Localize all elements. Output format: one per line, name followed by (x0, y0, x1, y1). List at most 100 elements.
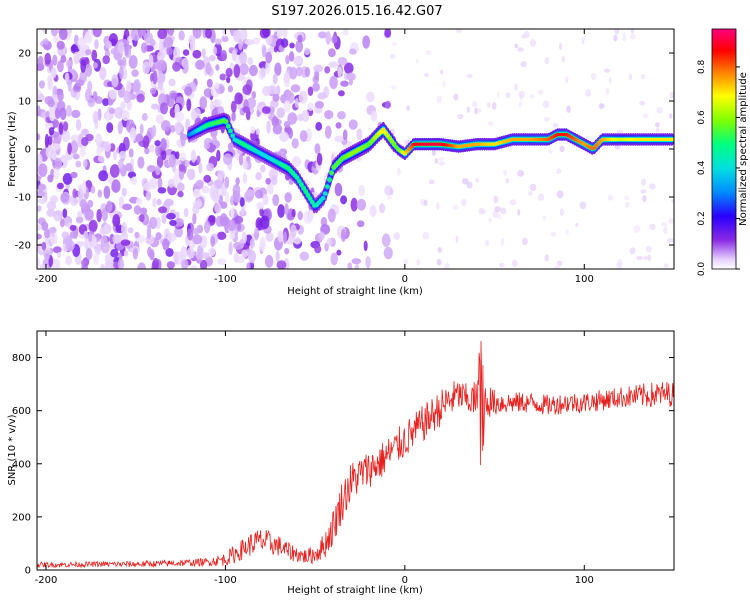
spectrogram-noise-cell (503, 169, 508, 176)
spectrogram-noise-cell (234, 92, 243, 105)
spectrogram-noise-cell (436, 258, 442, 266)
spectrogram-noise-cell (242, 172, 248, 184)
spectrogram-noise-cell (561, 55, 566, 63)
spectrogram-noise-cell (249, 126, 256, 134)
spectrogram-noise-cell (85, 63, 93, 77)
spectrogram-noise-cell (326, 237, 333, 247)
spectrogram-noise-cell (105, 40, 112, 49)
spectrogram-noise-cell (481, 209, 486, 214)
spectrogram-noise-cell (57, 60, 64, 73)
spectrogram-noise-cell (241, 249, 249, 258)
spectrogram-noise-cell (100, 234, 108, 248)
spectrogram-noise-cell (247, 97, 257, 109)
spectrogram-noise-cell (101, 207, 108, 222)
colorbar: 0.0 0.2 0.4 0.6 0.8 Normalized spectral ampl… (697, 28, 749, 276)
spectrogram-y-axis: -20 -10 0 10 20 (15, 49, 674, 252)
spectrogram-noise-cell (233, 252, 239, 264)
spectrogram-noise-cell (37, 105, 41, 117)
spectrogram-noise-cell (556, 190, 564, 199)
spectrogram-noise-cell (514, 43, 519, 48)
spectrogram-ridge-cell (322, 191, 328, 196)
spectrogram-noise-cell (37, 205, 42, 212)
snr-y-axis: 0 200 400 600 800 (12, 353, 674, 577)
spectrogram-noise-cell (209, 185, 219, 199)
spectrogram-noise-cell (282, 29, 288, 39)
spectrogram-noise-cell (58, 122, 64, 135)
spectrogram-ytick-label: -20 (15, 241, 31, 252)
spectrogram-noise-cell (633, 225, 641, 233)
spectrogram-noise-cell (221, 35, 229, 43)
spectrogram-noise-cell (161, 149, 167, 161)
spectrogram-noise-cell (37, 233, 42, 240)
spectrogram-noise-cell (211, 135, 217, 145)
spectrogram-noise-cell (149, 216, 158, 230)
spectrogram-ridge-cell (309, 199, 315, 205)
spectrogram-noise-cell (642, 112, 649, 119)
spectrogram-noise-cell (670, 198, 674, 204)
spectrogram-ridge-cell (320, 195, 326, 201)
spectrogram-noise-cell (328, 61, 339, 68)
spectrogram-noise-cell (299, 130, 308, 142)
spectrogram-noise-cell (466, 106, 471, 113)
spectrogram-noise-cell (47, 77, 53, 91)
spectrogram-noise-cell (119, 150, 127, 159)
spectrogram-noise-cell (266, 120, 271, 134)
spectrogram-noise-cell (131, 69, 139, 77)
spectrogram-noise-cell (65, 104, 72, 117)
spectrogram-noise-cell (62, 208, 68, 219)
spectrogram-noise-cell (112, 213, 121, 227)
spectrogram-noise-cell (192, 188, 201, 199)
spectrogram-noise-cell (110, 249, 119, 258)
spectrogram-noise-cell (342, 129, 348, 141)
spectrogram-noise-cell (317, 92, 327, 100)
spectrogram-noise-cell (44, 252, 50, 260)
spectrogram-noise-cell (201, 186, 210, 194)
spectrogram-noise-cell (396, 167, 401, 176)
spectrogram-noise-cell (312, 82, 320, 92)
spectrogram-noise-cell (37, 197, 47, 204)
spectrogram-noise-cell (47, 174, 54, 183)
spectrogram-noise-cell (656, 106, 663, 114)
spectrogram-noise-cell (500, 237, 505, 246)
spectrogram-noise-cell (188, 34, 196, 46)
spectrogram-noise-cell (381, 233, 391, 248)
spectrogram-noise-cell (276, 29, 284, 39)
spectrogram-noise-cell (498, 262, 505, 268)
spectrogram-noise-cell (123, 249, 129, 257)
spectrogram-noise-cell (168, 154, 176, 168)
spectrogram-noise-cell (192, 227, 200, 235)
spectrogram-noise-cell (537, 193, 545, 201)
spectrogram-xtick-label: 0 (402, 274, 408, 285)
spectrogram-noise-cell (325, 31, 331, 45)
spectrogram-ridge-cell (223, 119, 229, 124)
spectrogram-noise-cell (338, 90, 345, 97)
spectrogram-noise-cell (283, 100, 291, 113)
spectrogram-noise-cell (160, 137, 167, 152)
spectrogram-noise-cell (327, 208, 336, 223)
spectrogram-noise-cell (42, 38, 49, 45)
spectrogram-noise-cell (237, 223, 242, 231)
spectrogram-noise-cell (229, 232, 236, 240)
spectrogram-noise-cell (109, 107, 116, 115)
spectrogram-noise-cell (103, 141, 112, 152)
spectrogram-noise-cell (196, 155, 201, 166)
spectrogram-noise-cell (228, 241, 233, 255)
spectrogram-noise-cell (307, 102, 314, 111)
spectrogram-noise-cell (52, 35, 61, 44)
spectrogram-noise-cell (227, 85, 234, 93)
spectrogram-noise-cell (259, 215, 270, 230)
spectrogram-noise-cell (605, 87, 610, 95)
spectrogram-noise-cell (192, 29, 202, 39)
spectrogram-noise-cell (340, 195, 348, 205)
spectrogram-noise-cell (157, 29, 168, 40)
spectrogram-noise-cell (139, 213, 145, 223)
spectrogram-noise-cell (222, 153, 233, 165)
snr-xtick-label: -200 (35, 575, 58, 586)
spectrogram-noise-cell (233, 241, 243, 250)
spectrogram-noise-cell (542, 215, 547, 221)
colorbar-ticks: 0.0 0.2 0.4 0.6 0.8 (697, 59, 740, 276)
spectrogram-ridge-cell (228, 128, 233, 134)
spectrogram-noise-cell (167, 232, 177, 242)
snr-ylabel: SNR (10 * v/v) (7, 414, 18, 485)
spectrogram-noise-cell (126, 80, 132, 93)
